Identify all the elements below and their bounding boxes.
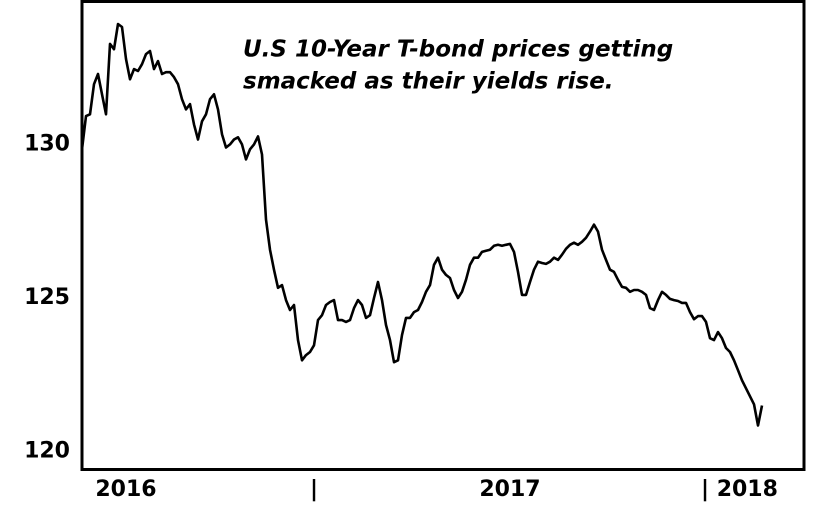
x-tick-label: 2017: [479, 477, 540, 502]
annotation: smacked as their yields rise.: [243, 69, 614, 95]
annotation: U.S 10-Year T-bond prices getting: [243, 37, 673, 63]
x-tick-label: 2016: [95, 477, 156, 502]
y-tick-label: 130: [24, 131, 70, 156]
y-tick-label: 125: [24, 285, 70, 310]
plot-frame: [80, 0, 806, 471]
x-tick-label: |: [310, 477, 318, 502]
price-line: [80, 22, 764, 427]
y-tick-label: 120: [24, 439, 70, 464]
x-tick-label: | 2018: [701, 477, 778, 502]
